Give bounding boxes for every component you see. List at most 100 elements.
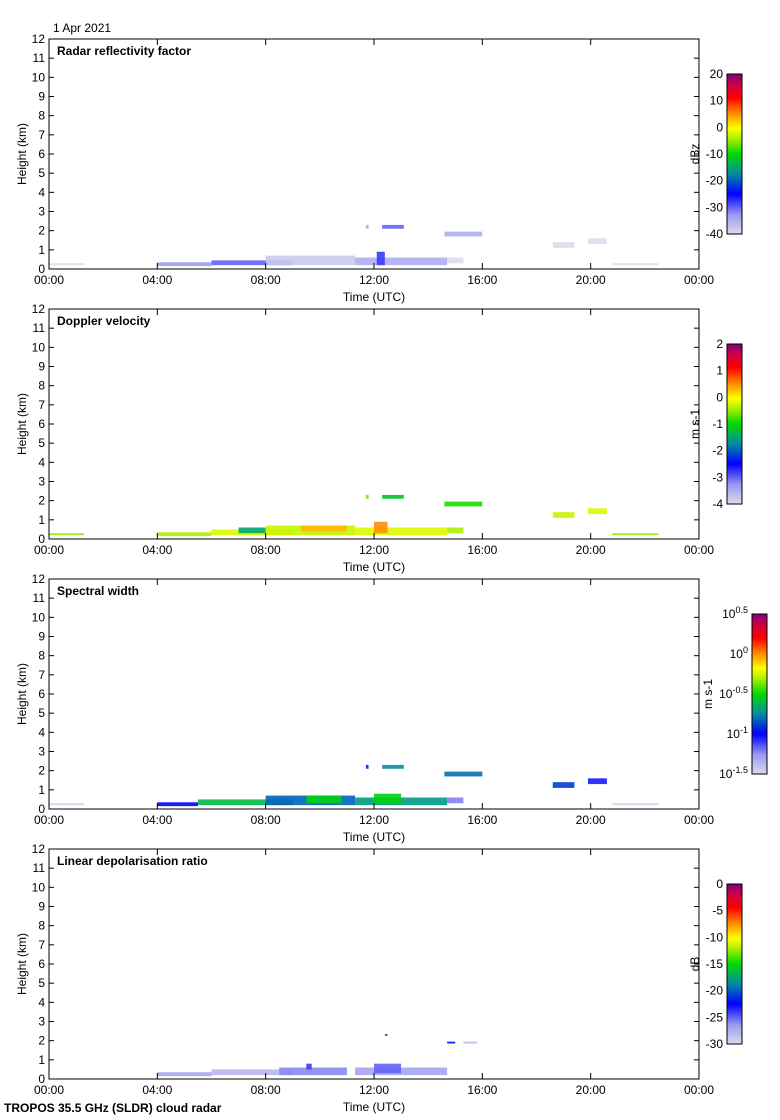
colorbar-tick-label: -20 [706, 984, 724, 998]
y-tick-label: 9 [38, 90, 45, 104]
echo-mark-13 [587, 778, 607, 785]
x-tick-label: 20:00 [576, 543, 606, 557]
echo-mark-1 [49, 263, 85, 266]
panel-title: Radar reflectivity factor [57, 44, 191, 58]
y-tick-label: 5 [38, 436, 45, 450]
x-tick-label: 16:00 [467, 1083, 497, 1097]
tick-exponent: 0 [743, 645, 748, 655]
y-tick-label: 8 [38, 919, 45, 933]
colorbar-tick-label: 10-1 [727, 725, 748, 741]
x-tick-label: 16:00 [467, 273, 497, 287]
plot-frame [48, 848, 700, 1080]
x-tick-label: 20:00 [576, 1083, 606, 1097]
echo-mark-12 [587, 238, 607, 245]
y-tick-label: 9 [38, 360, 45, 374]
y-tick-label: 7 [38, 128, 45, 142]
echo-mark-11 [552, 242, 575, 248]
y-tick-label: 10 [32, 340, 46, 354]
echo-mark-4 [238, 527, 266, 534]
x-tick-label: 00:00 [34, 543, 64, 557]
plot-frame [48, 38, 700, 270]
echo-mark-7 [374, 793, 402, 804]
echo-mark-6 [376, 251, 385, 266]
y-tick-label: 8 [38, 649, 45, 663]
tick-exponent: -1.5 [732, 765, 748, 775]
y-axis-label: Height (km) [15, 393, 29, 455]
y-tick-label: 7 [38, 668, 45, 682]
echo-mark-9 [365, 764, 369, 769]
y-tick-label: 11 [33, 861, 46, 875]
echo-mark-12 [552, 782, 575, 788]
y-tick-label: 4 [38, 185, 45, 199]
y-tick-label: 3 [38, 745, 45, 759]
y-tick-label: 4 [38, 995, 45, 1009]
colorbar-tick-label: -30 [706, 200, 724, 214]
colorbar-tick-label: 1 [716, 364, 723, 378]
y-tick-label: 5 [38, 976, 45, 990]
x-axis-label: Time (UTC) [343, 560, 405, 574]
date-label: 1 Apr 2021 [53, 21, 112, 35]
y-tick-label: 3 [38, 205, 45, 219]
echo-mark-11 [444, 771, 483, 777]
colorbar-tick-label: 100 [730, 645, 748, 661]
echo-mark-6 [374, 1063, 402, 1074]
y-tick-label: 3 [38, 475, 45, 489]
echo-mark-3 [279, 1067, 347, 1076]
colorbar-tick-label: 10-0.5 [719, 685, 748, 701]
x-tick-label: 04:00 [142, 1083, 172, 1097]
tick-base: 10 [730, 647, 744, 661]
echo-mark-7 [355, 527, 448, 536]
echo-mark-10 [365, 494, 369, 499]
y-tick-label: 3 [38, 1015, 45, 1029]
y-tick-label: 1 [38, 783, 45, 797]
echo-mark-4 [306, 1063, 312, 1070]
y-tick-label: 9 [38, 900, 45, 914]
x-tick-label: 20:00 [576, 273, 606, 287]
y-tick-label: 7 [38, 938, 45, 952]
colorbar [726, 883, 743, 1045]
echo-mark-2 [157, 802, 198, 807]
echo-mark-5 [306, 795, 342, 804]
colorbar-label: m s-1 [701, 679, 715, 709]
y-tick-label: 5 [38, 706, 45, 720]
x-tick-label: 00:00 [684, 273, 714, 287]
y-tick-label: 10 [32, 70, 46, 84]
echo-mark-2 [157, 262, 212, 267]
y-tick-label: 11 [33, 51, 46, 65]
echo-mark-1 [49, 533, 85, 536]
x-tick-label: 12:00 [359, 1083, 389, 1097]
tick-exponent: -1 [740, 725, 748, 735]
echo-mark-8 [447, 797, 464, 804]
y-tick-label: 0 [38, 1072, 45, 1086]
echo-mark-2 [211, 1069, 293, 1076]
echo-mark-10 [382, 764, 404, 769]
y-tick-label: 2 [38, 1034, 45, 1048]
colorbar-tick-label: -3 [712, 470, 723, 484]
y-axis-label: Height (km) [15, 663, 29, 725]
x-tick-label: 20:00 [576, 813, 606, 827]
footer-label: TROPOS 35.5 GHz (SLDR) cloud radar [4, 1101, 222, 1115]
y-tick-label: 8 [38, 379, 45, 393]
x-tick-label: 00:00 [34, 273, 64, 287]
echo-mark-1 [157, 1072, 212, 1077]
x-axis-label: Time (UTC) [343, 290, 405, 304]
x-tick-label: 12:00 [359, 543, 389, 557]
panel-title: Doppler velocity [57, 314, 151, 328]
y-tick-label: 2 [38, 494, 45, 508]
x-tick-label: 00:00 [34, 1083, 64, 1097]
echo-mark-14 [612, 803, 659, 806]
panel-title: Linear depolarisation ratio [57, 854, 208, 868]
echo-mark-9 [463, 1041, 477, 1044]
colorbar-tick-label: -4 [712, 497, 723, 511]
y-tick-label: 2 [38, 764, 45, 778]
echo-mark-11 [382, 494, 404, 499]
x-tick-label: 04:00 [142, 813, 172, 827]
echo-mark-15 [612, 533, 659, 536]
y-tick-label: 6 [38, 147, 45, 161]
x-axis-label: Time (UTC) [343, 1100, 405, 1114]
echo-mark-3 [211, 260, 293, 266]
echo-mark-2 [157, 532, 212, 537]
